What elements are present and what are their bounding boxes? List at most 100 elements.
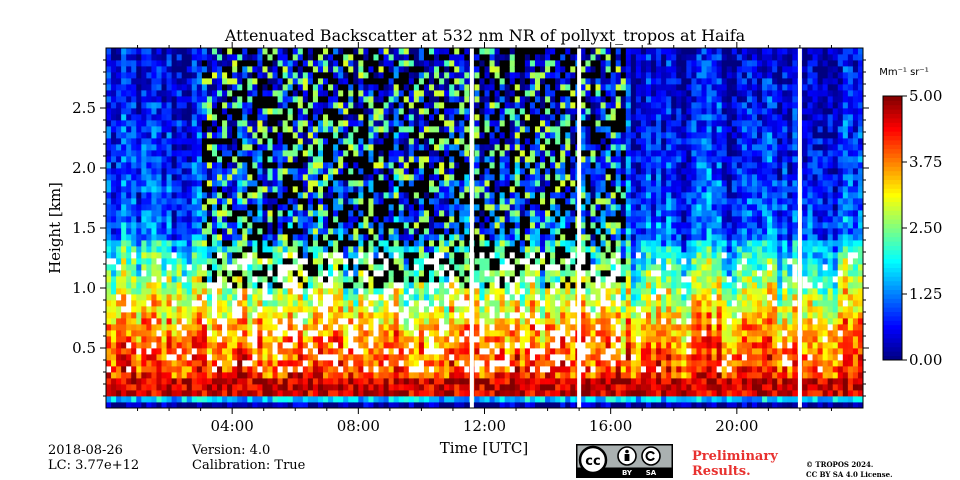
heatmap-cell bbox=[494, 402, 501, 409]
heatmap-cell bbox=[267, 144, 273, 151]
heatmap-cell bbox=[232, 390, 238, 397]
heatmap-cell bbox=[489, 126, 495, 133]
heatmap-cell bbox=[131, 378, 137, 385]
heatmap-cell bbox=[191, 342, 198, 349]
heatmap-cell bbox=[333, 372, 339, 379]
heatmap-cell bbox=[166, 216, 173, 223]
heatmap-cell bbox=[206, 192, 213, 199]
heatmap-cell bbox=[509, 312, 516, 319]
heatmap-cell bbox=[428, 216, 435, 223]
heatmap-cell bbox=[272, 348, 278, 355]
heatmap-cell bbox=[272, 378, 278, 385]
heatmap-cell bbox=[126, 390, 132, 397]
heatmap-cell bbox=[206, 252, 213, 259]
heatmap-cell bbox=[116, 72, 122, 79]
heatmap-cell bbox=[257, 204, 263, 211]
heatmap-cell bbox=[343, 258, 349, 265]
heatmap-cell bbox=[222, 294, 228, 301]
heatmap-cell bbox=[186, 138, 193, 145]
heatmap-cell bbox=[272, 216, 278, 223]
heatmap-cell bbox=[312, 180, 319, 187]
heatmap-cell bbox=[196, 354, 203, 361]
heatmap-cell bbox=[413, 138, 420, 145]
heatmap-cell bbox=[196, 222, 203, 229]
heatmap-cell bbox=[353, 162, 359, 169]
heatmap-cell bbox=[479, 132, 485, 139]
heatmap-cell bbox=[373, 78, 379, 85]
heatmap-cell bbox=[176, 72, 183, 79]
heatmap-cell bbox=[398, 108, 405, 115]
heatmap-cell bbox=[509, 330, 516, 337]
heatmap-cell bbox=[393, 264, 400, 271]
heatmap-cell bbox=[504, 318, 511, 325]
heatmap-cell bbox=[166, 390, 173, 397]
heatmap-cell bbox=[267, 84, 273, 91]
heatmap-cell bbox=[252, 150, 258, 157]
heatmap-cell bbox=[439, 120, 445, 127]
heatmap-cell bbox=[217, 168, 223, 175]
heatmap-cell bbox=[509, 156, 516, 163]
heatmap-cell bbox=[428, 174, 435, 181]
heatmap-cell bbox=[106, 282, 112, 289]
heatmap-cell bbox=[222, 390, 228, 397]
heatmap-cell bbox=[292, 72, 299, 79]
heatmap-cell bbox=[242, 54, 248, 61]
heatmap-cell bbox=[146, 60, 152, 67]
heatmap-cell bbox=[161, 342, 167, 349]
heatmap-cell bbox=[338, 270, 344, 277]
heatmap-cell bbox=[111, 396, 117, 403]
heatmap-cell bbox=[217, 294, 223, 301]
heatmap-cell bbox=[257, 384, 263, 391]
heatmap-cell bbox=[232, 270, 238, 277]
heatmap-cell bbox=[474, 276, 480, 283]
heatmap-cell bbox=[116, 78, 122, 85]
heatmap-cell bbox=[348, 192, 354, 199]
heatmap-cell bbox=[161, 294, 167, 301]
heatmap-cell bbox=[348, 258, 354, 265]
heatmap-cell bbox=[146, 132, 152, 139]
heatmap-cell bbox=[267, 402, 273, 409]
heatmap-cell bbox=[287, 180, 294, 187]
heatmap-cell bbox=[307, 264, 314, 271]
heatmap-cell bbox=[166, 156, 173, 163]
heatmap-cell bbox=[499, 222, 506, 229]
heatmap-cell bbox=[257, 378, 263, 385]
heatmap-cell bbox=[136, 126, 142, 133]
heatmap-cell bbox=[403, 366, 410, 373]
heatmap-cell bbox=[343, 384, 349, 391]
heatmap-cell bbox=[464, 126, 470, 133]
heatmap-cell bbox=[136, 294, 142, 301]
heatmap-cell bbox=[141, 186, 147, 193]
heatmap-cell bbox=[166, 120, 173, 127]
heatmap-cell bbox=[116, 234, 122, 241]
heatmap-cell bbox=[449, 66, 455, 73]
heatmap-cell bbox=[247, 54, 253, 61]
heatmap-cell bbox=[181, 90, 188, 97]
heatmap-cell bbox=[222, 366, 228, 373]
heatmap-cell bbox=[131, 234, 137, 241]
heatmap-cell bbox=[393, 216, 400, 223]
heatmap-cell bbox=[393, 306, 400, 313]
heatmap-cell bbox=[196, 84, 203, 91]
heatmap-cell bbox=[312, 240, 319, 247]
heatmap-cell bbox=[459, 354, 465, 361]
heatmap-cell bbox=[106, 354, 112, 361]
heatmap-cell bbox=[292, 378, 299, 385]
heatmap-cell bbox=[297, 258, 304, 265]
heatmap-cell bbox=[222, 234, 228, 241]
heatmap-cell bbox=[514, 384, 521, 391]
heatmap-cell bbox=[272, 126, 278, 133]
heatmap-cell bbox=[514, 48, 521, 55]
heatmap-cell bbox=[247, 336, 253, 343]
heatmap-cell bbox=[242, 330, 248, 337]
heatmap-cell bbox=[272, 222, 278, 229]
heatmap-cell bbox=[297, 144, 304, 151]
heatmap-cell bbox=[373, 54, 379, 61]
heatmap-cell bbox=[211, 324, 218, 331]
heatmap-cell bbox=[353, 120, 359, 127]
heatmap-cell bbox=[131, 216, 137, 223]
heatmap-cell bbox=[211, 372, 218, 379]
heatmap-cell bbox=[106, 216, 112, 223]
heatmap-cell bbox=[211, 264, 218, 271]
heatmap-cell bbox=[247, 168, 253, 175]
